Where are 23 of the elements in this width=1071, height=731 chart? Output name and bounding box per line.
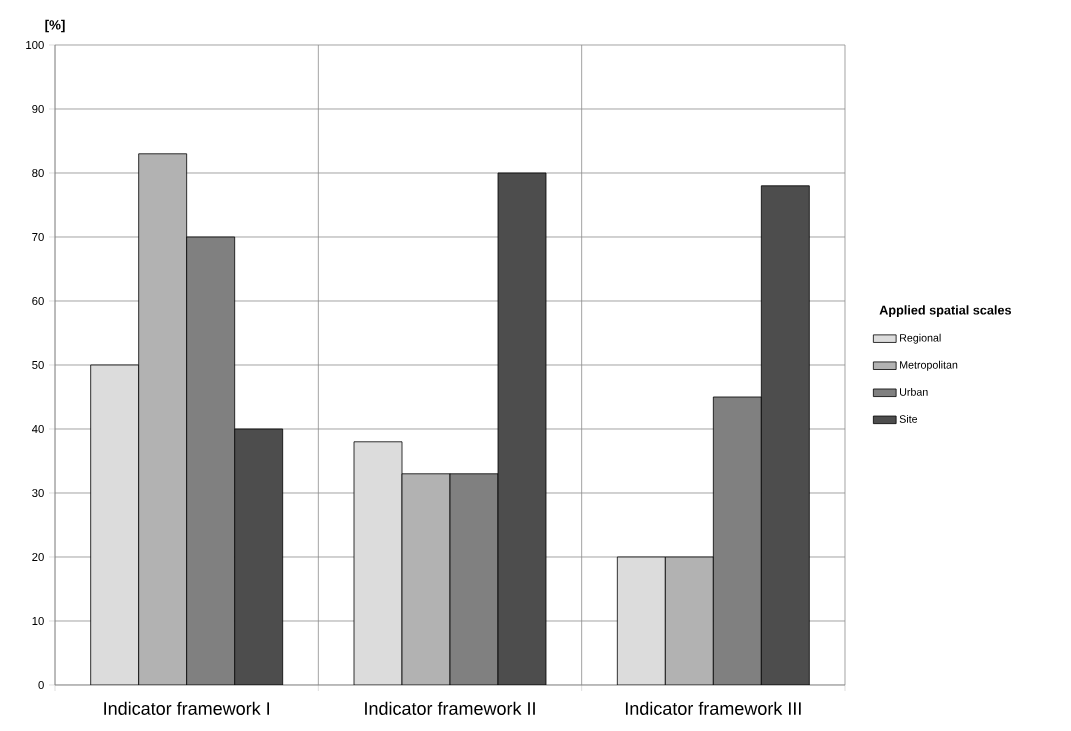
y-tick-label: 40 — [31, 424, 44, 433]
y-tick-label: 100 — [26, 40, 44, 49]
y-tick-label: 20 — [32, 552, 44, 561]
x-tick-label: Indicator framework II — [365, 701, 535, 715]
legend-label: Regional — [900, 333, 941, 344]
y-tick-label: 70 — [32, 232, 44, 241]
legend-title: Applied spatial scales — [879, 305, 1012, 318]
y-tick-label: 0 — [38, 680, 44, 689]
y-tick-label: 30 — [32, 488, 44, 497]
y-tick-label: 50 — [32, 360, 44, 369]
legend-label: Site — [899, 414, 918, 423]
bar — [234, 428, 284, 685]
y-axis-title: [%] — [45, 19, 65, 33]
x-tick-label: Indicator framework III — [625, 701, 801, 715]
bar — [760, 185, 810, 685]
legend-label: Metropolitan — [900, 360, 958, 371]
x-tick-label: Indicator framework I — [104, 701, 270, 715]
y-tick-label: 80 — [32, 168, 44, 177]
legend-label: Urban — [900, 387, 928, 396]
y-tick-label: 10 — [32, 616, 44, 625]
y-tick-label: 90 — [32, 104, 44, 113]
bar — [497, 172, 547, 685]
y-tick-label: 60 — [32, 296, 44, 305]
